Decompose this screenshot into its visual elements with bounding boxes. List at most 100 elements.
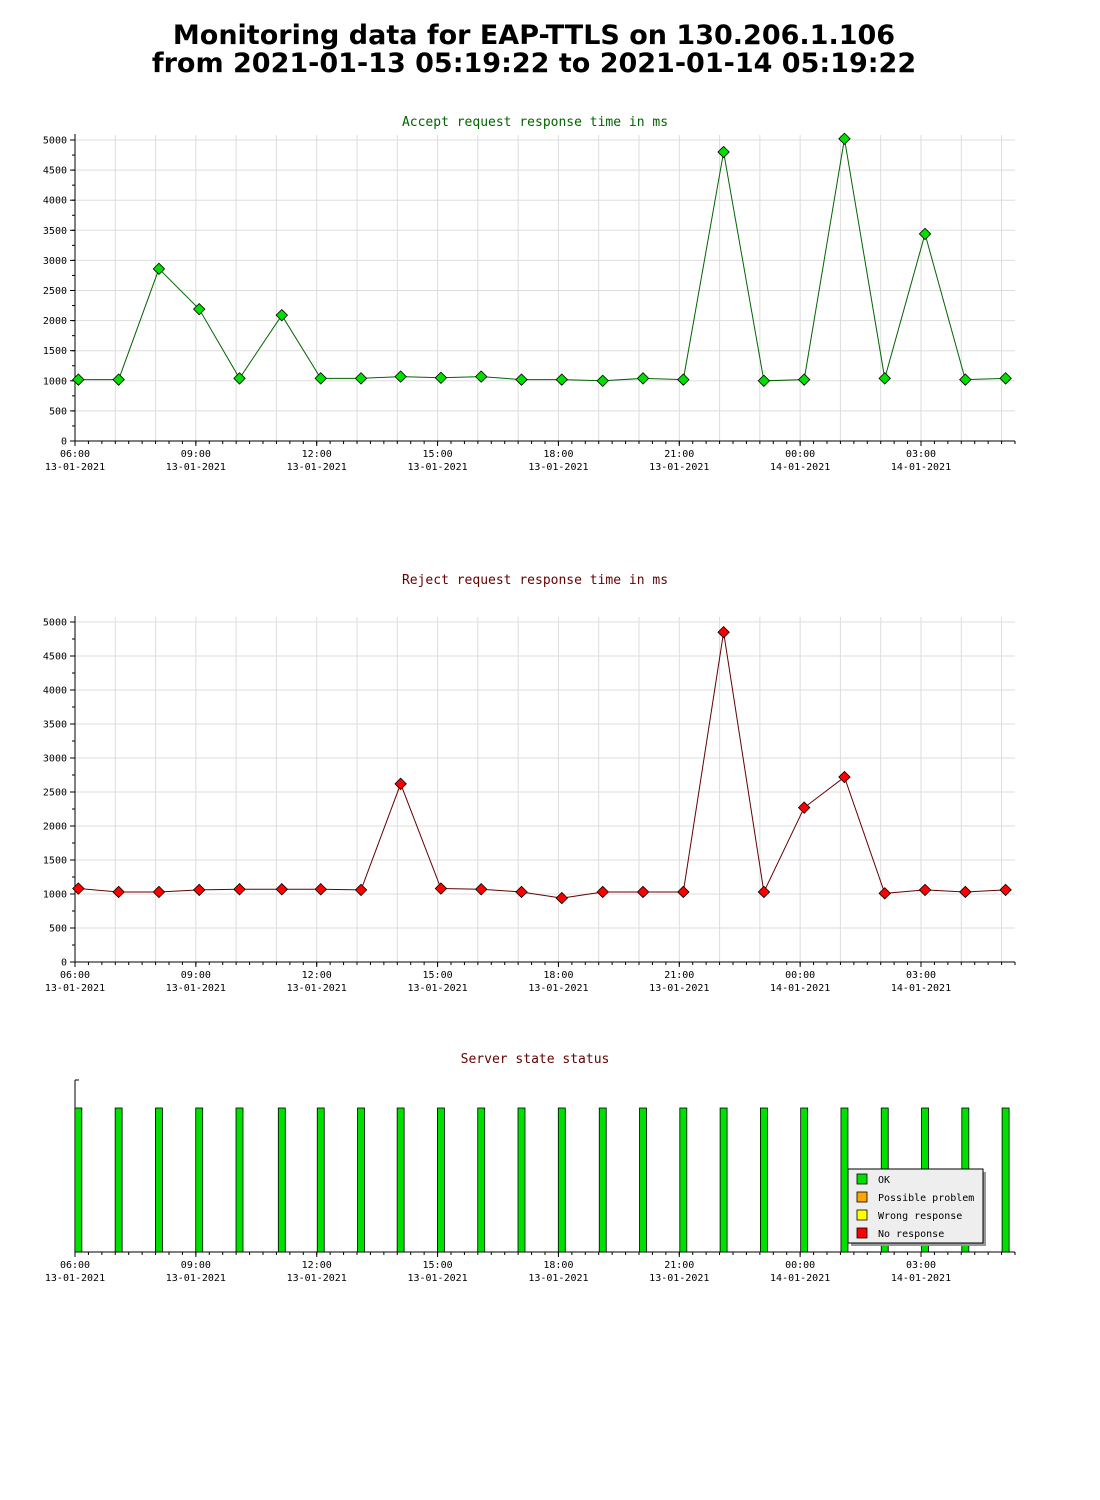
- 0-x-tick-time: 06:00: [60, 449, 90, 460]
- y-tick-label: 1000: [43, 376, 67, 387]
- 1-x-tick-time: 00:00: [785, 970, 815, 981]
- data-point: [434, 371, 448, 385]
- 2-x-tick-date: 13-01-2021: [45, 1273, 105, 1284]
- 2-x-tick-time: 03:00: [906, 1260, 936, 1271]
- 2-x-tick-date: 14-01-2021: [891, 1273, 951, 1284]
- y-tick-label: 4000: [43, 196, 67, 207]
- data-point: [233, 372, 246, 385]
- 2-x-tick-time: 12:00: [302, 1260, 332, 1271]
- 0-x-tick-time: 15:00: [423, 449, 453, 460]
- 1-x-tick-date: 13-01-2021: [45, 983, 105, 994]
- 0-x-tick-time: 00:00: [785, 449, 815, 460]
- page-title-line-1: Monitoring data for EAP-TTLS on 130.206.…: [172, 20, 896, 51]
- data-point: [797, 373, 811, 386]
- y-tick-label: 5000: [43, 136, 67, 147]
- status-bar: [396, 1107, 405, 1253]
- y-tick-label: 3500: [43, 226, 67, 237]
- legend-label: OK: [878, 1175, 890, 1186]
- data-point: [596, 374, 609, 388]
- 0-x-tick-date: 13-01-2021: [287, 462, 347, 473]
- y-tick-label: 5000: [43, 618, 67, 629]
- y-tick-label: 3000: [43, 754, 67, 765]
- status-bar: [357, 1107, 365, 1253]
- data-point: [314, 372, 327, 385]
- data-point: [112, 373, 125, 386]
- data-point: [677, 885, 690, 899]
- 2-x-tick-date: 13-01-2021: [528, 1273, 588, 1284]
- status-legend: OK Possible problem Wrong response No respo…: [847, 1168, 986, 1246]
- y-tick-label: 1000: [43, 890, 67, 901]
- data-point: [555, 891, 569, 905]
- 0-x-tick-date: 14-01-2021: [770, 462, 830, 473]
- 1-x-tick-date: 13-01-2021: [407, 983, 467, 994]
- y-tick-label: 2000: [43, 822, 67, 833]
- 0-x-tick-date: 13-01-2021: [528, 462, 588, 473]
- status-bar: [477, 1107, 486, 1253]
- 1-x-tick-time: 15:00: [423, 970, 453, 981]
- series-line: [78, 632, 1006, 899]
- data-point: [999, 372, 1012, 385]
- legend-label: No response: [878, 1229, 944, 1240]
- data-point: [515, 373, 528, 386]
- status-bar: [277, 1107, 286, 1253]
- legend-box: [847, 1168, 984, 1244]
- y-tick-label: 4500: [43, 166, 67, 177]
- y-tick-label: 4500: [43, 652, 67, 663]
- 0-x-tick-time: 12:00: [302, 449, 332, 460]
- data-point: [596, 885, 609, 899]
- data-point: [636, 885, 650, 899]
- data-point: [878, 887, 891, 900]
- data-point: [434, 882, 448, 895]
- 1-x-tick-time: 18:00: [543, 970, 573, 981]
- data-point: [275, 883, 289, 896]
- status-bar: [1001, 1107, 1010, 1253]
- data-point: [515, 885, 528, 899]
- legend-label: Wrong response: [878, 1211, 962, 1222]
- data-point: [354, 883, 368, 897]
- 1-x-tick-time: 12:00: [302, 970, 332, 981]
- legend-swatch: [856, 1209, 868, 1221]
- y-tick-label: 1500: [43, 856, 67, 867]
- data-point: [959, 373, 972, 386]
- 2-x-tick-time: 15:00: [423, 1260, 453, 1271]
- y-tick-label: 500: [49, 924, 67, 935]
- data-point: [474, 883, 488, 896]
- legend-label: Possible problem: [878, 1193, 974, 1204]
- data-point: [314, 883, 327, 896]
- data-point: [474, 370, 488, 383]
- 2-x-tick-time: 21:00: [664, 1260, 694, 1271]
- 2-x-tick-time: 06:00: [60, 1260, 90, 1271]
- y-tick-label: 0: [61, 958, 67, 969]
- status-bar: [598, 1107, 607, 1253]
- legend-swatch: [856, 1173, 868, 1185]
- y-tick-label: 2000: [43, 316, 67, 327]
- status-bar: [517, 1107, 526, 1253]
- 0-x-tick-time: 18:00: [543, 449, 573, 460]
- data-point: [838, 132, 851, 146]
- data-point: [354, 372, 368, 385]
- y-tick-label: 4000: [43, 686, 67, 697]
- data-point: [275, 308, 289, 322]
- y-tick-label: 500: [49, 406, 67, 417]
- 1-x-tick-date: 13-01-2021: [166, 983, 226, 994]
- legend-swatch: [856, 1191, 868, 1203]
- status-bar: [235, 1107, 244, 1253]
- 2-x-tick-time: 09:00: [181, 1260, 211, 1271]
- status-bar: [639, 1107, 647, 1253]
- data-point: [636, 372, 650, 385]
- 2-x-tick-date: 13-01-2021: [287, 1273, 347, 1284]
- 1-x-tick-date: 13-01-2021: [287, 983, 347, 994]
- accept-response-chart: Accept request response time in ms 0 500 1…: [43, 115, 1016, 473]
- data-point: [918, 883, 932, 897]
- data-point: [192, 302, 206, 316]
- 0-x-tick-date: 13-01-2021: [166, 462, 226, 473]
- status-bar: [759, 1107, 768, 1253]
- data-point: [717, 145, 730, 159]
- status-bar: [719, 1107, 728, 1253]
- server-status-chart: Server state status 06:00 13-01-2021 09:00…: [45, 1052, 1016, 1284]
- status-bar: [840, 1107, 849, 1253]
- status-bar: [316, 1107, 325, 1253]
- 1-x-tick-date: 14-01-2021: [891, 983, 951, 994]
- 2-x-tick-date: 13-01-2021: [407, 1273, 467, 1284]
- status-chart-title: Server state status: [461, 1052, 610, 1067]
